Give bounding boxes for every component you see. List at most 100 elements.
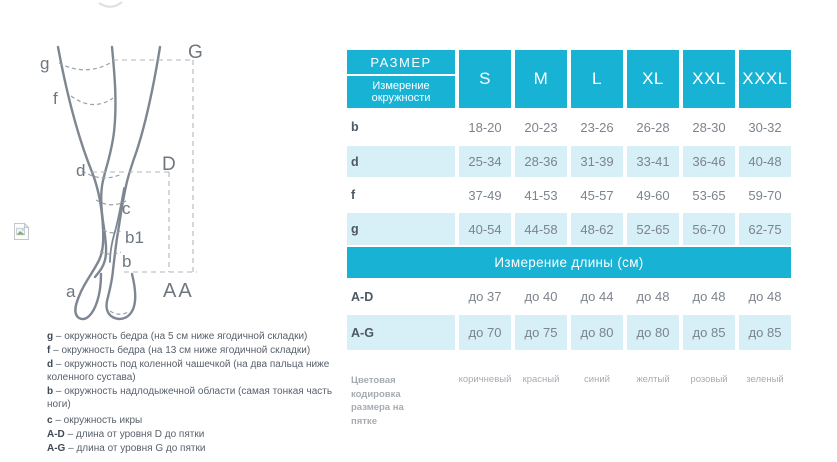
- size-cell: 18-20: [468, 119, 502, 135]
- legend-text: – окружность бедра (на 13 см ниже ягодич…: [53, 345, 311, 356]
- row-label: Цветовая кодировка размера на пятке: [347, 350, 455, 428]
- size-cell: до 85: [739, 315, 791, 350]
- size-cell: 23-26: [580, 119, 614, 135]
- size-col-header-m: M: [515, 50, 567, 108]
- size-cell: до 40: [524, 289, 558, 304]
- broken-image-icon: [14, 222, 30, 240]
- row-label: A-G: [347, 315, 455, 350]
- legend-key: d: [47, 359, 54, 370]
- size-cell: 40-48: [739, 146, 791, 177]
- size-cell: 33-41: [627, 146, 679, 177]
- heel-color-cell: желтый: [636, 374, 670, 385]
- heel-color-cell: коричневый: [458, 374, 512, 385]
- measurement-legend: g – окружность бедра (на 5 см ниже ягоди…: [47, 330, 343, 456]
- heel-color-cell: зеленый: [746, 374, 784, 385]
- legend-text: – окружность надлодыжечной области (сама…: [47, 386, 333, 410]
- size-cell: до 37: [468, 289, 502, 304]
- size-cell: до 48: [636, 289, 670, 304]
- label-f: f: [53, 89, 58, 108]
- header-label-cell: РАЗМЕР Измерение окружности: [347, 50, 455, 108]
- heel-color-cell: синий: [584, 374, 610, 385]
- table-row-a-g: A-G до 70 до 75 до 80 до 80 до 85 до 85: [347, 315, 791, 350]
- size-col-header-l: L: [571, 50, 623, 108]
- row-label: g: [347, 213, 455, 245]
- size-cell: 62-75: [739, 213, 791, 245]
- legend-text: – окружность икры: [55, 415, 143, 426]
- label-c: c: [122, 199, 131, 218]
- leg-measurement-diagram: g f d c b1 b a G D AA: [0, 0, 345, 330]
- legend-key: c: [47, 415, 53, 426]
- row-label: b: [351, 120, 359, 134]
- guide-lines: [92, 59, 197, 273]
- size-cell: 31-39: [571, 146, 623, 177]
- legend-item: c – окружность икры: [47, 414, 343, 427]
- heel-color-cell: красный: [522, 374, 560, 385]
- row-label: A-D: [351, 289, 374, 304]
- size-cell: 44-58: [515, 213, 567, 245]
- measure-title: Измерение окружности: [347, 76, 455, 108]
- size-cell: 56-70: [683, 213, 735, 245]
- size-cell: до 48: [748, 289, 782, 304]
- table-row-a-d: A-D до 37 до 40 до 44 до 48 до 48 до 48: [347, 278, 791, 315]
- legend-item: A-G – длина от уровня G до пятки: [47, 442, 343, 455]
- size-col-header-xxxl: XXXL: [739, 50, 791, 108]
- size-cell: до 48: [692, 289, 726, 304]
- heel-color-label-text: Цветовая кодировка размера на пятке: [351, 375, 404, 427]
- size-cell: 20-23: [524, 119, 558, 135]
- label-b: b: [122, 252, 131, 271]
- size-cell: 52-65: [627, 213, 679, 245]
- label-d: d: [76, 161, 85, 180]
- size-col-header-xxl: XXL: [683, 50, 735, 108]
- label-AA: AA: [163, 280, 194, 302]
- legend-key: g: [47, 331, 54, 342]
- diagram-labels: g f d c b1 b a G D AA: [40, 42, 203, 302]
- size-cell: 36-46: [683, 146, 735, 177]
- size-cell: до 80: [627, 315, 679, 350]
- legend-item: f – окружность бедра (на 13 см ниже ягод…: [47, 344, 343, 357]
- size-cell: до 85: [683, 315, 735, 350]
- size-cell: до 44: [580, 289, 614, 304]
- row-label: d: [347, 146, 455, 177]
- size-cell: 37-49: [468, 187, 502, 203]
- legs-sketch: g f d c b1 b a G D AA: [40, 1, 203, 321]
- size-cell: 41-53: [524, 187, 558, 203]
- measure-title-text: Измерение окружности: [371, 79, 431, 105]
- table-row-g: g 40-54 44-58 48-62 52-65 56-70 62-75: [347, 213, 791, 245]
- legend-key: A-G: [47, 443, 66, 454]
- legend-text: – окружность под коленной чашечкой (на д…: [47, 359, 330, 383]
- label-a: a: [66, 282, 76, 301]
- size-col-header-s: S: [459, 50, 511, 108]
- size-cell: 45-57: [580, 187, 614, 203]
- size-cell: 30-32: [748, 119, 782, 135]
- size-cell: 53-65: [692, 187, 726, 203]
- label-g: g: [40, 54, 49, 73]
- legend-item: d – окружность под коленной чашечкой (на…: [47, 358, 343, 384]
- legend-item: g – окружность бедра (на 5 см ниже ягоди…: [47, 330, 343, 343]
- table-row-b: b 18-20 20-23 23-26 26-28 28-30 30-32: [347, 108, 791, 146]
- size-cell: до 75: [515, 315, 567, 350]
- size-cell: 48-62: [571, 213, 623, 245]
- size-cell: 26-28: [636, 119, 670, 135]
- length-section-banner: Измерение длины (см): [347, 247, 791, 278]
- size-cell: 40-54: [459, 213, 511, 245]
- label-b1: b1: [125, 228, 144, 247]
- size-table: РАЗМЕР Измерение окружности S M L XL XXL…: [347, 50, 791, 427]
- size-cell: до 80: [571, 315, 623, 350]
- measurement-arcs: [58, 61, 129, 315]
- size-cell: 28-30: [692, 119, 726, 135]
- legend-text: – окружность бедра (на 5 см ниже ягодичн…: [55, 331, 308, 342]
- table-header-row: РАЗМЕР Измерение окружности S M L XL XXL…: [347, 50, 791, 108]
- legend-key: f: [47, 345, 51, 356]
- label-G: G: [188, 42, 203, 63]
- heel-color-cell: розовый: [690, 374, 728, 385]
- leg-outlines: [56, 45, 162, 321]
- legend-item: A-D – длина от уровня D до пятки: [47, 428, 343, 441]
- legend-key: A-D: [47, 429, 65, 440]
- legend-key: b: [47, 386, 54, 397]
- table-row-f: f 37-49 41-53 45-57 49-60 53-65 59-70: [347, 177, 791, 213]
- size-title: РАЗМЕР: [347, 50, 455, 74]
- legend-text: – длина от уровня D до пятки: [67, 429, 205, 440]
- row-label: f: [351, 188, 356, 202]
- size-cell: до 70: [459, 315, 511, 350]
